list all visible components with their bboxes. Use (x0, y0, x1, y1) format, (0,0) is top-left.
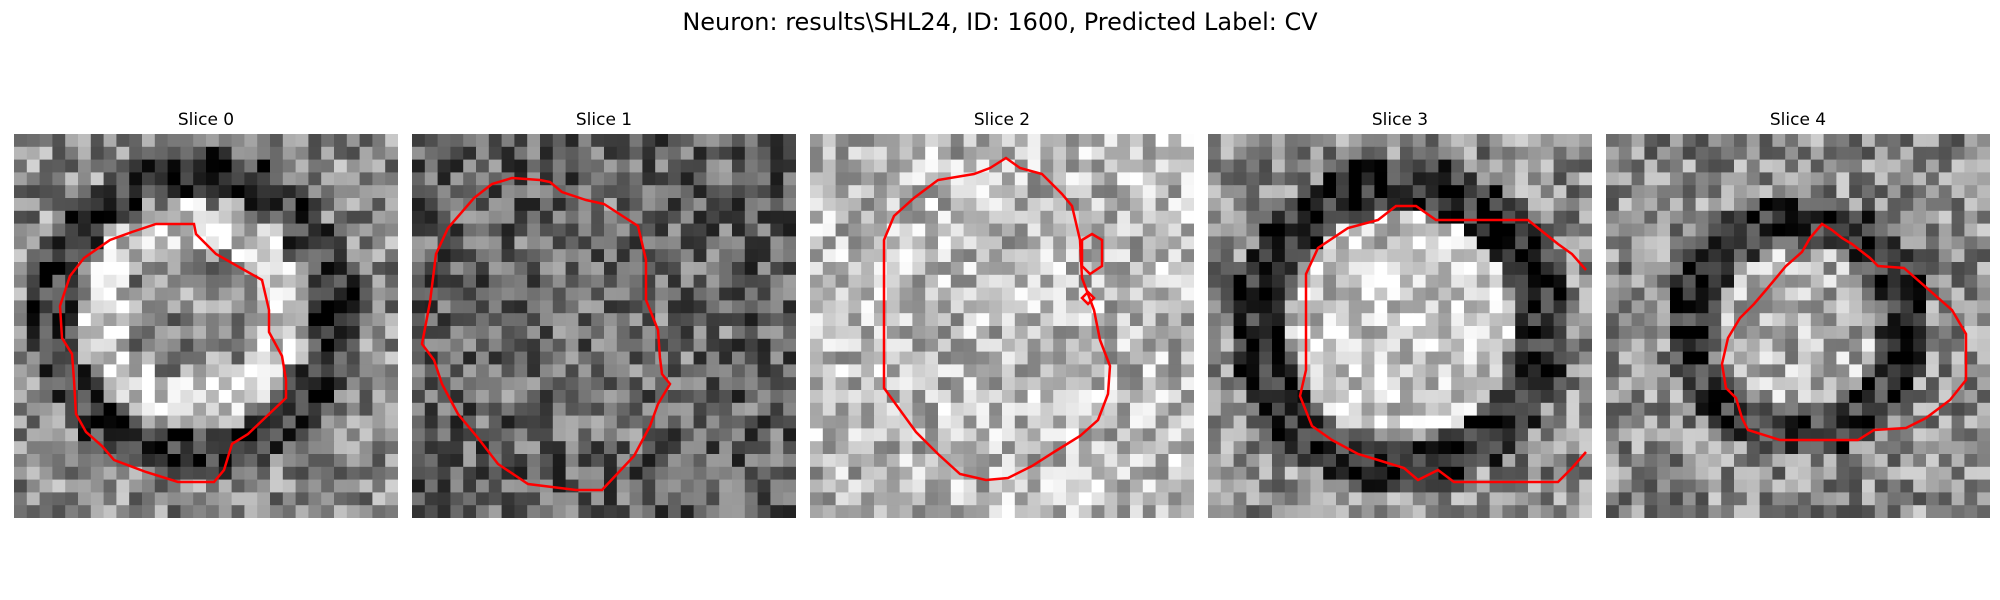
small-contour-b (1080, 290, 1096, 306)
slice-panel-3: Slice 3 (1208, 110, 1592, 518)
slice-image-3 (1208, 134, 1592, 518)
slice-panel-4: Slice 4 (1606, 110, 1990, 518)
segmentation-contour (1298, 204, 1587, 484)
slice-panel-1: Slice 1 (412, 110, 796, 518)
slice-title: Slice 2 (973, 110, 1031, 130)
segmentation-contour (420, 176, 672, 492)
segmentation-contour (58, 222, 288, 484)
slice-image-4 (1606, 134, 1990, 518)
slice-image-2 (810, 134, 1194, 518)
slice-title: Slice 1 (575, 110, 633, 130)
slice-image-1 (412, 134, 796, 518)
slice-title: Slice 4 (1769, 110, 1827, 130)
slice-panel-2: Slice 2 (810, 110, 1194, 518)
figure-title: Neuron: results\SHL24, ID: 1600, Predict… (682, 8, 1318, 36)
slice-panel-0: Slice 0 (14, 110, 398, 518)
small-contour-a (1080, 232, 1104, 276)
slice-title: Slice 0 (177, 110, 235, 130)
slice-image-0 (14, 134, 398, 518)
segmentation-contour (882, 156, 1112, 482)
segmentation-contour (1720, 222, 1968, 442)
slice-title: Slice 3 (1371, 110, 1429, 130)
